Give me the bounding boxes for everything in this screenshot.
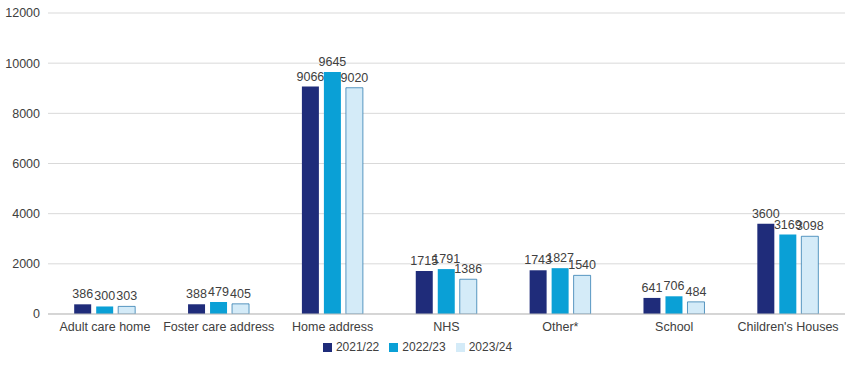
svg-text:3600: 3600 [751, 206, 780, 221]
svg-text:School: School [655, 320, 693, 334]
svg-text:388: 388 [186, 287, 207, 301]
svg-text:Children's Houses: Children's Houses [738, 320, 839, 334]
svg-text:10000: 10000 [8, 57, 40, 71]
svg-text:1827: 1827 [546, 251, 574, 266]
svg-text:1715: 1715 [410, 254, 439, 268]
svg-text:1386: 1386 [454, 262, 482, 276]
svg-text:1791: 1791 [432, 252, 461, 267]
svg-text:0: 0 [33, 307, 40, 321]
svg-text:6000: 6000 [12, 157, 40, 171]
svg-text:706: 706 [664, 279, 685, 293]
svg-text:3098: 3098 [796, 219, 824, 233]
svg-text:9020: 9020 [340, 71, 368, 85]
svg-text:9645: 9645 [318, 55, 346, 69]
svg-text:641: 641 [642, 281, 663, 295]
svg-text:Home address: Home address [292, 320, 373, 334]
svg-text:8000: 8000 [12, 107, 40, 121]
svg-text:Adult care home: Adult care home [59, 320, 150, 334]
svg-text:2000: 2000 [12, 257, 40, 271]
svg-text:386: 386 [72, 287, 93, 301]
svg-text:Other*: Other* [542, 320, 578, 334]
html-text:2022/23: 2022/23 [402, 340, 446, 354]
svg-text:3169: 3169 [773, 217, 802, 232]
svg-text:300: 300 [94, 289, 115, 303]
svg-text:479: 479 [208, 285, 229, 299]
svg-text:484: 484 [686, 285, 707, 299]
svg-text:9066: 9066 [296, 70, 324, 84]
svg-text:405: 405 [230, 287, 251, 301]
svg-text:303: 303 [116, 289, 137, 303]
html-text:2021/22: 2021/22 [335, 340, 380, 354]
svg-text:1540: 1540 [568, 258, 596, 272]
svg-text:Foster care address: Foster care address [163, 320, 274, 334]
svg-text:1743: 1743 [524, 253, 552, 268]
svg-text:4000: 4000 [12, 207, 40, 221]
html-text:2023/24: 2023/24 [468, 340, 513, 354]
svg-text:NHS: NHS [433, 320, 459, 334]
svg-text:12000: 12000 [8, 6, 40, 20]
